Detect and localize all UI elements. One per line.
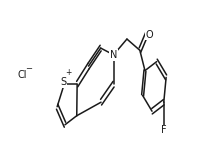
Text: F: F bbox=[161, 125, 167, 135]
Text: O: O bbox=[145, 30, 153, 40]
Text: −: − bbox=[25, 64, 32, 73]
Text: Cl: Cl bbox=[17, 70, 27, 80]
Text: N: N bbox=[110, 50, 117, 60]
Text: +: + bbox=[65, 68, 71, 77]
Text: S: S bbox=[60, 77, 66, 87]
